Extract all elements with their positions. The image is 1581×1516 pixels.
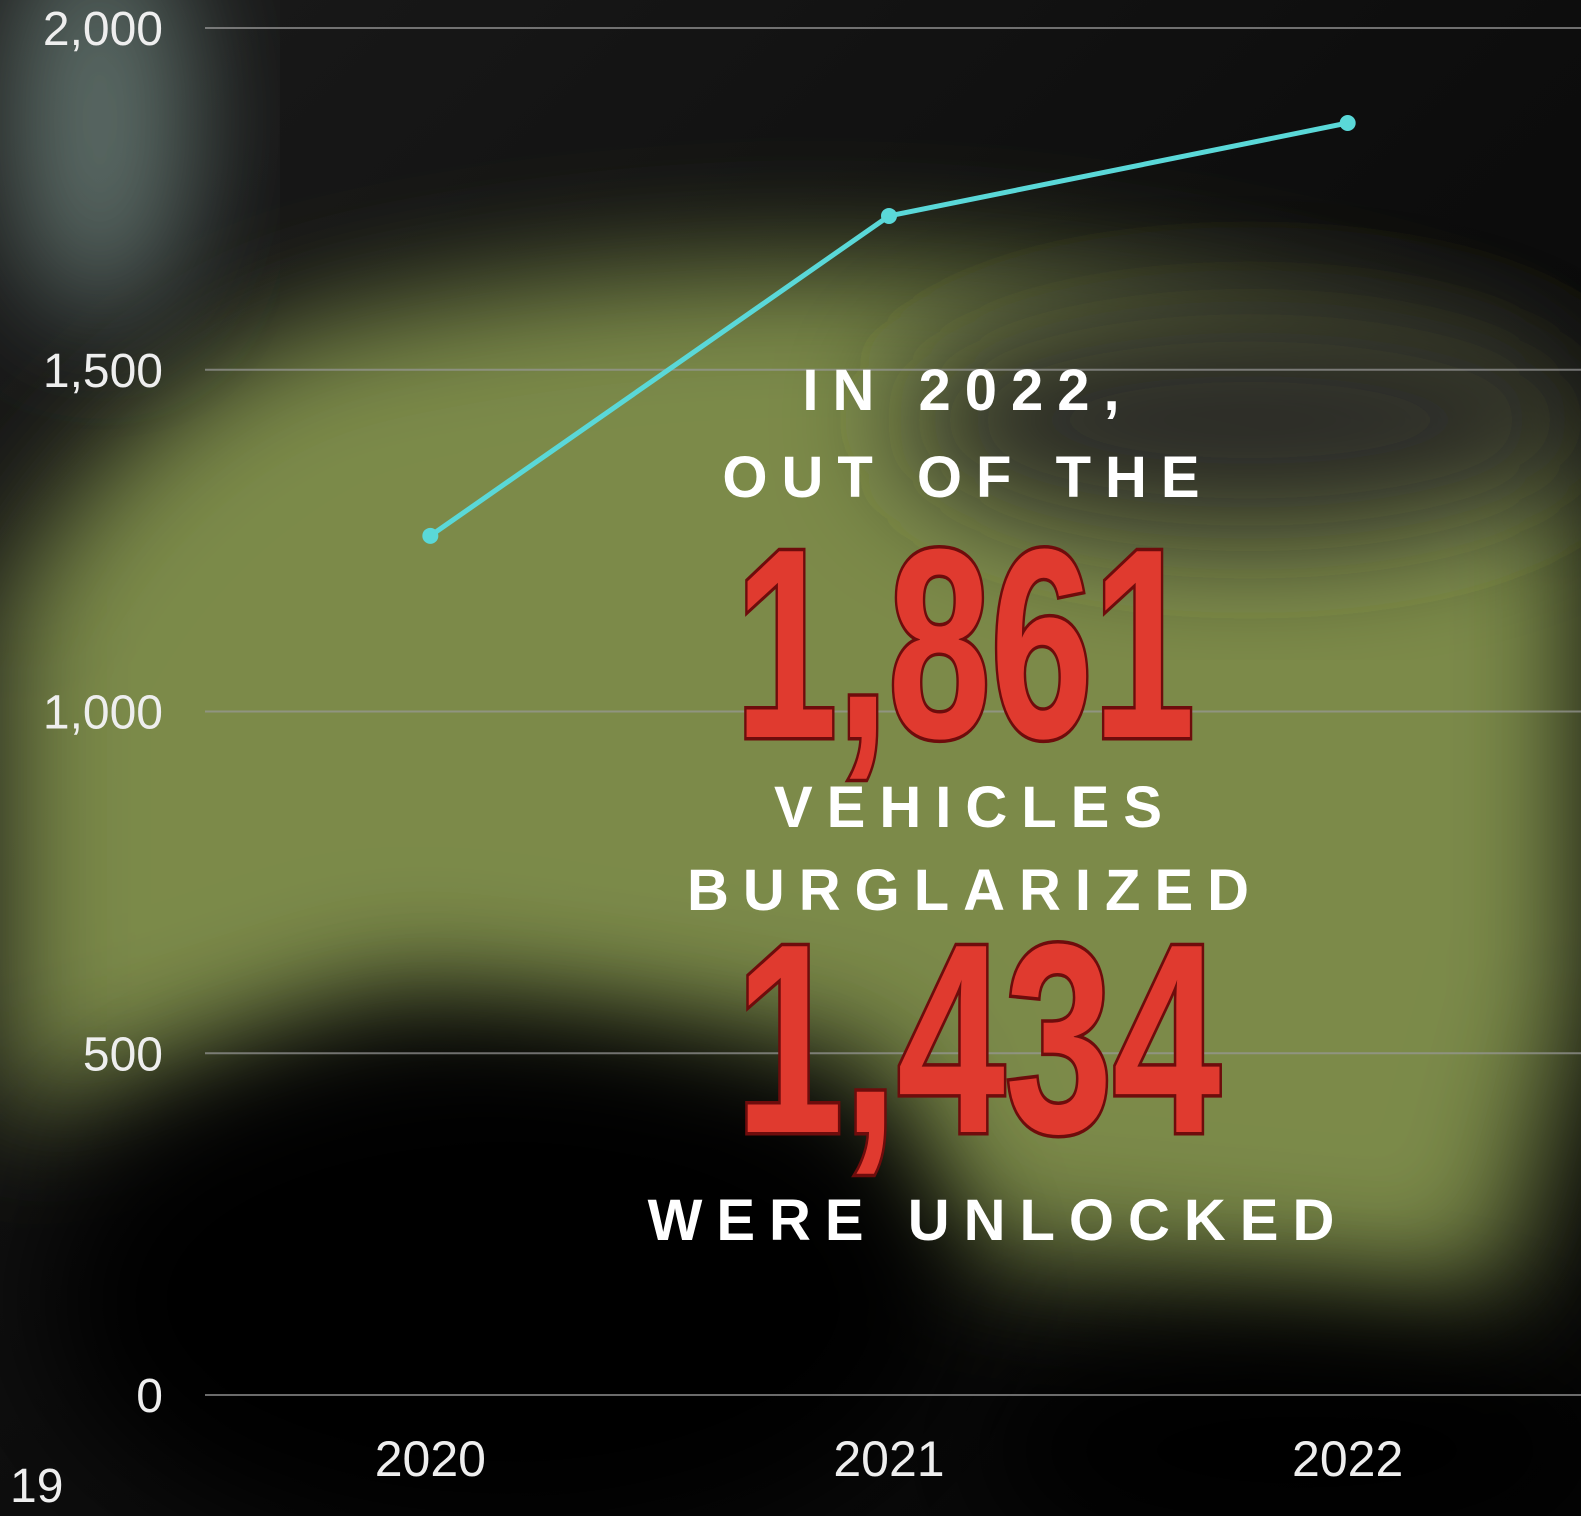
y-tick-label: 2,000 bbox=[43, 3, 163, 56]
y-tick-label: 0 bbox=[136, 1370, 163, 1423]
y-tick-label: 500 bbox=[83, 1028, 163, 1081]
x-tick-label: 2020 bbox=[375, 1431, 486, 1487]
x-tick-label: 2021 bbox=[833, 1431, 944, 1487]
annotation: WERE UNLOCKED bbox=[648, 1188, 1349, 1253]
x-tick-label: 2022 bbox=[1292, 1431, 1403, 1487]
y-tick-label: 1,000 bbox=[43, 687, 163, 740]
point bbox=[881, 208, 897, 224]
chart: 0 500 1,000 1,500 2,000 2020 2021 2022 IN 2022,… bbox=[0, 0, 1581, 1516]
annotation: IN 2022, bbox=[802, 358, 1133, 423]
point bbox=[1340, 115, 1356, 131]
annotation: 19 bbox=[10, 1460, 63, 1513]
point bbox=[422, 528, 438, 544]
y-tick-label: 1,500 bbox=[43, 345, 163, 398]
annotation: 1,434 bbox=[736, 889, 1222, 1190]
annotation: VEHICLES bbox=[774, 775, 1176, 840]
annotation: 1,861 bbox=[735, 494, 1195, 795]
